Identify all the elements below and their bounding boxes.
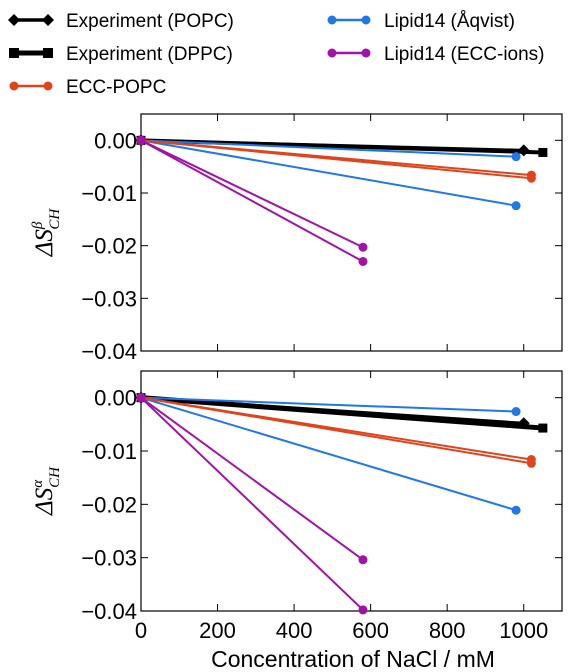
data-point-circle (136, 393, 146, 403)
legend: Experiment (POPC) Experiment (DPPC) ECC-PO… (8, 11, 545, 98)
data-point-circle (511, 505, 521, 515)
data-point-circle (358, 242, 368, 252)
data-point-circle (526, 173, 536, 183)
x-tick-label: 200 (199, 618, 236, 643)
y-axis-label-sup: β (30, 221, 46, 230)
y-tick-label: 0.00 (94, 386, 137, 411)
series-line (140, 396, 524, 425)
legend-marker-square (43, 48, 53, 58)
series-line (140, 396, 364, 561)
legend-marker-circle (361, 15, 371, 25)
data-point-diamond (517, 144, 530, 157)
y-axis-label-sub: CH (47, 466, 63, 488)
series-line (140, 396, 532, 465)
legend-label: Experiment (POPC) (66, 11, 234, 32)
legend-label: ECC-POPC (66, 77, 166, 98)
y-axis-label: ΔSβCH (30, 208, 63, 258)
series-line (140, 139, 364, 249)
legend-marker-circle (327, 48, 337, 58)
series-lipid14-ecc-ions (136, 135, 368, 252)
y-axis-label-sub: CH (47, 208, 63, 230)
series-line (140, 139, 517, 207)
legend-marker-circle (43, 81, 53, 91)
data-point-circle (358, 605, 368, 615)
data-point-square (538, 423, 548, 433)
y-tick-label: −0.01 (81, 439, 137, 464)
legend-label: Experiment (DPPC) (66, 44, 233, 65)
legend-entry-experiment-dppc: Experiment (DPPC) (9, 44, 233, 65)
series-line (140, 396, 517, 512)
y-axis-label: ΔSαCH (30, 466, 63, 516)
y-tick-label: −0.02 (81, 492, 137, 517)
data-point-circle (358, 256, 368, 266)
series-line (140, 138, 524, 152)
data-point-circle (511, 407, 521, 417)
panel-top: 0.00 −0.01 −0.02 −0.03 −0.04 ΔSβCH (30, 113, 563, 364)
legend-entry-ecc-popc: ECC-POPC (9, 77, 166, 98)
x-tick-label: 800 (429, 618, 466, 643)
series-line (140, 396, 364, 611)
data-point-circle (511, 152, 521, 162)
legend-entry-lipid14-ecc-ions: Lipid14 (ECC-ions) (327, 44, 545, 65)
y-tick-label: 0.00 (94, 128, 137, 153)
series-lipid14-ecc-ions (136, 135, 368, 266)
x-tick-label: 600 (352, 618, 389, 643)
legend-marker-square (9, 48, 19, 58)
series-line (140, 139, 364, 263)
plot-frame (140, 113, 563, 352)
y-tick-label: −0.01 (81, 181, 137, 206)
data-point-circle (358, 555, 368, 565)
x-axis-label: Concentration of NaCl / mM (211, 646, 495, 672)
legend-marker-diamond (8, 14, 20, 26)
data-point-circle (511, 201, 521, 211)
legend-entry-lipid14-qvist: Lipid14 (Åqvist) (327, 11, 515, 32)
series-line (140, 396, 517, 413)
plot-frame (140, 370, 563, 612)
series-line (140, 139, 517, 158)
legend-marker-circle (361, 48, 371, 58)
x-tick-label: 1000 (499, 618, 548, 643)
y-tick-label: −0.03 (81, 546, 137, 571)
y-axis-label-base: ΔS (31, 229, 58, 258)
series-lipid14-ecc-ions (136, 393, 368, 565)
y-tick-label: −0.03 (81, 286, 137, 311)
legend-marker-circle (9, 81, 19, 91)
series-lipid14-ecc-ions (136, 393, 368, 615)
legend-entry-experiment-popc: Experiment (POPC) (8, 11, 234, 32)
y-tick-label: −0.04 (81, 599, 137, 624)
series-line (140, 139, 532, 180)
data-point-circle (526, 458, 536, 468)
y-tick-label: −0.02 (81, 234, 137, 259)
panel-bottom: 0.00 −0.01 −0.02 −0.03 −0.040 200 400 600 800 100… (30, 370, 563, 643)
data-point-circle (136, 135, 146, 145)
data-point-square (538, 147, 548, 157)
data-point-diamond (517, 417, 530, 430)
y-axis-label-base: ΔS (31, 487, 58, 516)
x-tick-label: 0 (135, 618, 147, 643)
y-axis-label-sup: α (30, 479, 46, 488)
x-tick-label: 400 (276, 618, 313, 643)
legend-label: Lipid14 (ECC-ions) (384, 44, 545, 65)
legend-marker-diamond (42, 14, 54, 26)
legend-label: Lipid14 (Åqvist) (384, 11, 515, 32)
legend-marker-circle (327, 15, 337, 25)
y-tick-label: −0.04 (81, 339, 137, 364)
